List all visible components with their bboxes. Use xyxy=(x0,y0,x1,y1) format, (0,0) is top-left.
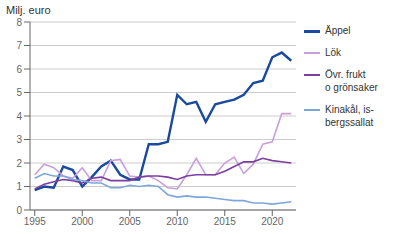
svg-text:2005: 2005 xyxy=(119,216,142,227)
svg-text:6: 6 xyxy=(16,64,22,75)
svg-text:5: 5 xyxy=(16,87,22,98)
svg-text:1: 1 xyxy=(16,181,22,192)
svg-text:8: 8 xyxy=(16,17,22,28)
html-text:Kinakål, is- bergssallat: Kinakål, is- bergssallat xyxy=(325,104,374,128)
html-text:Milj. euro: Milj. euro xyxy=(6,4,51,16)
svg-text:7: 7 xyxy=(16,40,22,51)
svg-text:2010: 2010 xyxy=(166,216,189,227)
html-text:Övr. frukt o grönsaker: Övr. frukt o grönsaker xyxy=(325,69,378,93)
svg-text:3: 3 xyxy=(16,134,22,145)
svg-text:0: 0 xyxy=(16,205,22,216)
svg-text:2: 2 xyxy=(16,158,22,169)
svg-text:2020: 2020 xyxy=(261,216,284,227)
html-text:Lök: Lök xyxy=(325,47,342,58)
svg-text:4: 4 xyxy=(16,111,22,122)
html-text:Äppel: Äppel xyxy=(325,25,351,36)
svg-text:2015: 2015 xyxy=(214,216,237,227)
svg-text:1995: 1995 xyxy=(24,216,47,227)
svg-text:2000: 2000 xyxy=(71,216,94,227)
